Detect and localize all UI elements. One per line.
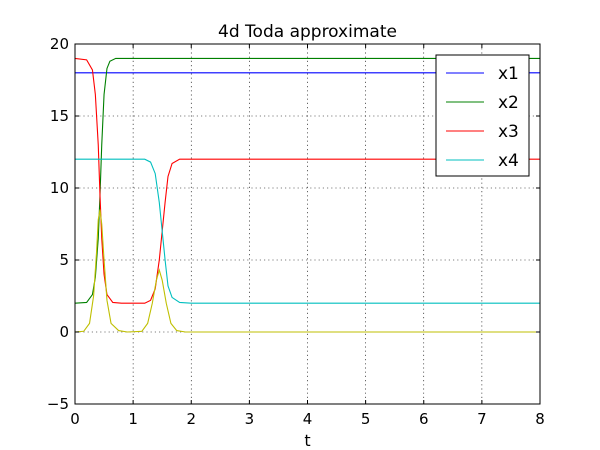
x-tick-label: 1 <box>128 410 138 428</box>
x-tick-label: 8 <box>535 410 545 428</box>
x-tick-label: 0 <box>70 410 80 428</box>
y-tick-label: 5 <box>59 251 69 269</box>
legend-label-x2: x2 <box>498 93 519 113</box>
y-tick-label: 0 <box>59 323 69 341</box>
x-tick-label: 2 <box>186 410 196 428</box>
x-tick-label: 7 <box>477 410 487 428</box>
legend-label-x1: x1 <box>498 64 519 84</box>
y-tick-label: 15 <box>50 107 69 125</box>
legend-box <box>435 54 530 177</box>
x-tick-label: 4 <box>303 410 313 428</box>
legend: x1 x2 x3 x4 <box>435 54 530 177</box>
x-axis-label: t <box>304 431 310 450</box>
series-line-x4 <box>75 158 540 304</box>
legend-label-x4: x4 <box>498 151 519 171</box>
legend-label-x3: x3 <box>498 122 519 142</box>
series-line-x2 <box>74 57 540 304</box>
x-tick-label: 5 <box>361 410 371 428</box>
y-tick-label: −5 <box>47 395 69 413</box>
series-lines <box>74 57 540 333</box>
x-tick-label: 6 <box>419 410 429 428</box>
y-tick-label: 10 <box>50 179 69 197</box>
y-tick-label: 20 <box>50 35 69 53</box>
chart-title: 4d Toda approximate <box>218 22 397 42</box>
x-tick-label: 3 <box>245 410 255 428</box>
series-line-x3 <box>74 57 540 304</box>
series-line-unlabeled <box>74 209 540 333</box>
